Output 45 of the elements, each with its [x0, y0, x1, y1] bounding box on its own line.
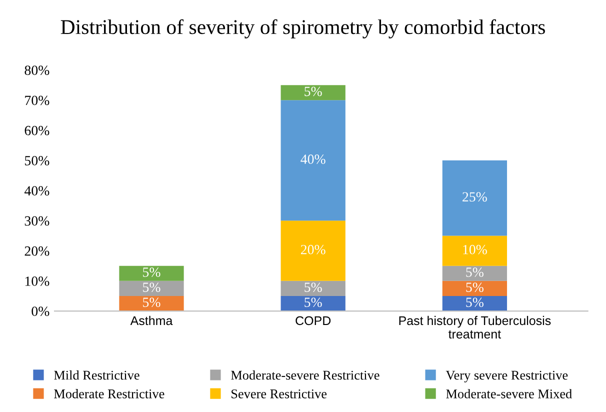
bar	[442, 296, 508, 312]
y-tick-label: 10%	[25, 276, 50, 286]
bar	[280, 296, 346, 312]
y-tick-label: 80%	[24, 66, 50, 76]
chart-title: Distribution of severity of spirometry by comorbid factors	[60, 19, 545, 38]
bar	[442, 236, 508, 266]
data-label: 10%	[463, 244, 487, 254]
bar	[119, 296, 184, 312]
y-tick-label: 70%	[25, 96, 50, 106]
data-label: 5%	[304, 282, 322, 292]
data-label: 25%	[462, 192, 487, 202]
legend-label: Moderate Restrictive	[54, 389, 164, 398]
legend-label: Severe Restrictive	[232, 389, 327, 398]
data-label: 5%	[466, 268, 484, 277]
data-label: 5%	[143, 282, 160, 292]
data-label: 5%	[466, 298, 484, 308]
data-label: 5%	[304, 86, 322, 96]
data-label: 20%	[300, 244, 326, 254]
y-tick-label: 20%	[24, 246, 50, 256]
x-tick-label: COPD	[296, 316, 331, 326]
y-tick-label: 30%	[24, 216, 50, 226]
legend-label: Very severe Restrictive	[446, 370, 568, 382]
data-label: 40%	[300, 154, 326, 164]
bar	[280, 280, 346, 296]
data-label: 5%	[143, 268, 160, 277]
bar	[442, 280, 508, 296]
bar	[442, 266, 508, 281]
data-label: 5%	[143, 298, 160, 308]
y-tick-label: 50%	[25, 156, 50, 166]
bar	[119, 266, 184, 281]
data-label: 5%	[304, 298, 322, 308]
bar	[442, 160, 508, 236]
data-label: 5%	[466, 282, 484, 292]
bar	[280, 85, 346, 100]
legend-label: Moderate-severe Mixed	[446, 389, 572, 398]
y-tick-label: 60%	[24, 126, 50, 136]
legend-label: Mild Restrictive	[54, 370, 140, 380]
x-tick-label: Past history of Tuberculosis treatment	[399, 316, 551, 339]
bar	[119, 280, 184, 296]
bar	[280, 100, 346, 221]
y-tick-label: 40%	[24, 186, 50, 196]
legend-label: Moderate-severe Restrictive	[231, 370, 380, 380]
x-tick-label: Asthma	[130, 316, 173, 326]
bar	[280, 220, 346, 281]
y-tick-label: 0%	[32, 306, 50, 316]
